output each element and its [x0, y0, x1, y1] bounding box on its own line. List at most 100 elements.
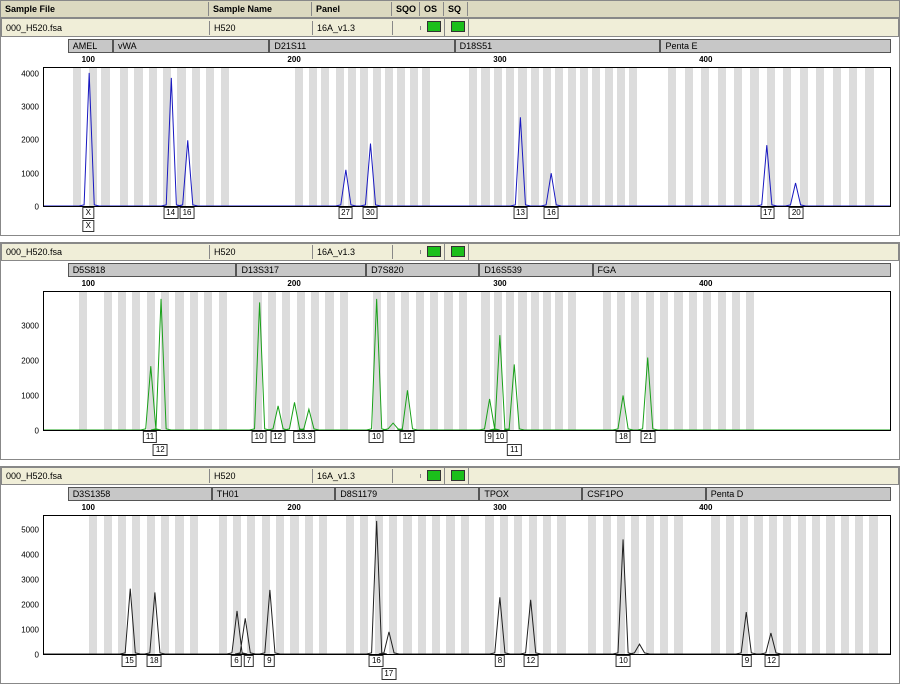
plot-region[interactable]: 010002000300040005000 — [1, 515, 899, 655]
marker-label[interactable]: D7S820 — [366, 263, 479, 277]
marker-label[interactable]: D16S539 — [479, 263, 592, 277]
y-tick-label: 0 — [35, 651, 39, 660]
allele-call-box[interactable]: 13 — [513, 207, 528, 219]
status-indicator-icon — [451, 470, 465, 481]
x-axis-ticks: 100200300400 — [1, 503, 899, 515]
cell-sample-name: H520 — [210, 21, 313, 35]
x-tick-label: 400 — [699, 503, 712, 512]
y-tick-label: 3000 — [21, 322, 39, 331]
y-tick-label: 5000 — [21, 526, 39, 535]
x-axis-ticks: 100200300400 — [1, 55, 899, 67]
plot-area[interactable] — [43, 515, 891, 655]
allele-call-row: 1112101213.31012910111821 — [1, 431, 899, 457]
allele-call-box[interactable]: 10 — [252, 431, 267, 443]
trace-svg — [44, 68, 890, 206]
header-os: OS — [420, 2, 444, 16]
y-tick-label: 2000 — [21, 136, 39, 145]
allele-call-box[interactable]: 6 — [231, 655, 241, 667]
marker-label[interactable]: D8S1179 — [335, 487, 479, 501]
allele-call-box[interactable]: 12 — [764, 655, 779, 667]
marker-label[interactable]: Penta E — [660, 39, 891, 53]
cell-os — [421, 19, 445, 36]
allele-call-box[interactable]: 20 — [789, 207, 804, 219]
allele-call-box[interactable]: 16 — [180, 207, 195, 219]
status-indicator-icon — [427, 21, 441, 32]
allele-call-box[interactable]: 9 — [742, 655, 752, 667]
marker-label[interactable]: D18S51 — [455, 39, 661, 53]
y-tick-label: 1000 — [21, 392, 39, 401]
x-tick-label: 100 — [82, 503, 95, 512]
allele-call-box[interactable]: 10 — [492, 431, 507, 443]
cell-os — [421, 468, 445, 485]
allele-call-box[interactable]: 13.3 — [294, 431, 316, 443]
allele-call-box[interactable]: 30 — [363, 207, 378, 219]
allele-call-box[interactable]: 14 — [163, 207, 178, 219]
allele-call-box[interactable]: 27 — [338, 207, 353, 219]
cell-os — [421, 244, 445, 261]
cell-sample-name: H520 — [210, 245, 313, 259]
header-sample-name: Sample Name — [209, 2, 312, 16]
allele-call-box[interactable]: 15 — [122, 655, 137, 667]
allele-call-box[interactable]: 17 — [381, 668, 396, 680]
cell-sample-file: 000_H520.fsa — [2, 245, 210, 259]
allele-call-box[interactable]: X — [83, 220, 94, 232]
cell-sq — [445, 244, 469, 261]
marker-label[interactable]: FGA — [593, 263, 891, 277]
allele-call-box[interactable]: X — [83, 207, 94, 219]
allele-call-box[interactable]: 18 — [147, 655, 162, 667]
x-tick-label: 200 — [287, 279, 300, 288]
allele-call-box[interactable]: 16 — [544, 207, 559, 219]
plot-region[interactable]: 01000200030004000 — [1, 67, 899, 207]
y-tick-label: 0 — [35, 203, 39, 212]
marker-label[interactable]: CSF1PO — [582, 487, 705, 501]
allele-call-box[interactable]: 18 — [616, 431, 631, 443]
allele-call-box[interactable]: 10 — [616, 655, 631, 667]
allele-call-box[interactable]: 12 — [523, 655, 538, 667]
plot-region[interactable]: 0100020003000 — [1, 291, 899, 431]
marker-label[interactable]: AMEL — [68, 39, 113, 53]
marker-label[interactable]: D21S11 — [269, 39, 454, 53]
x-tick-label: 300 — [493, 55, 506, 64]
y-axis: 0100020003000 — [1, 291, 43, 431]
marker-label[interactable]: TPOX — [479, 487, 582, 501]
allele-call-box[interactable]: 10 — [369, 431, 384, 443]
allele-call-box[interactable]: 9 — [264, 655, 274, 667]
cell-panel: 16A_v1.3 — [313, 469, 393, 483]
electropherogram-panel: 000_H520.fsaH52016A_v1.3D3S1358TH01D8S11… — [0, 466, 900, 684]
allele-call-box[interactable]: 17 — [760, 207, 775, 219]
allele-call-box[interactable]: 11 — [507, 444, 521, 456]
y-tick-label: 1000 — [21, 169, 39, 178]
plot-area[interactable] — [43, 291, 891, 431]
status-indicator-icon — [451, 21, 465, 32]
marker-label[interactable]: Penta D — [706, 487, 891, 501]
allele-call-box[interactable]: 12 — [400, 431, 415, 443]
marker-label[interactable]: vWA — [113, 39, 269, 53]
cell-panel: 16A_v1.3 — [313, 21, 393, 35]
allele-call-box[interactable]: 16 — [369, 655, 384, 667]
status-indicator-icon — [427, 470, 441, 481]
trace-svg — [44, 516, 890, 654]
allele-call-box[interactable]: 21 — [641, 431, 656, 443]
allele-call-box[interactable]: 7 — [244, 655, 254, 667]
y-tick-label: 4000 — [21, 551, 39, 560]
y-axis: 010002000300040005000 — [1, 515, 43, 655]
allele-call-box[interactable]: 8 — [495, 655, 505, 667]
marker-label[interactable]: D3S1358 — [68, 487, 212, 501]
cell-sq — [445, 468, 469, 485]
plot-area[interactable] — [43, 67, 891, 207]
allele-call-box[interactable]: 12 — [153, 444, 168, 456]
allele-call-box[interactable]: 12 — [270, 431, 285, 443]
cell-sample-name: H520 — [210, 469, 313, 483]
marker-label[interactable]: D5S818 — [68, 263, 237, 277]
x-tick-label: 200 — [287, 55, 300, 64]
file-info-row: 000_H520.fsaH52016A_v1.3 — [1, 19, 899, 37]
allele-call-box[interactable]: 11 — [143, 431, 157, 443]
y-tick-label: 3000 — [21, 576, 39, 585]
y-tick-label: 2000 — [21, 601, 39, 610]
x-tick-label: 400 — [699, 55, 712, 64]
marker-label[interactable]: TH01 — [212, 487, 335, 501]
cell-sqo — [393, 474, 421, 478]
marker-label[interactable]: D13S317 — [236, 263, 366, 277]
cell-sq — [445, 19, 469, 36]
y-axis: 01000200030004000 — [1, 67, 43, 207]
